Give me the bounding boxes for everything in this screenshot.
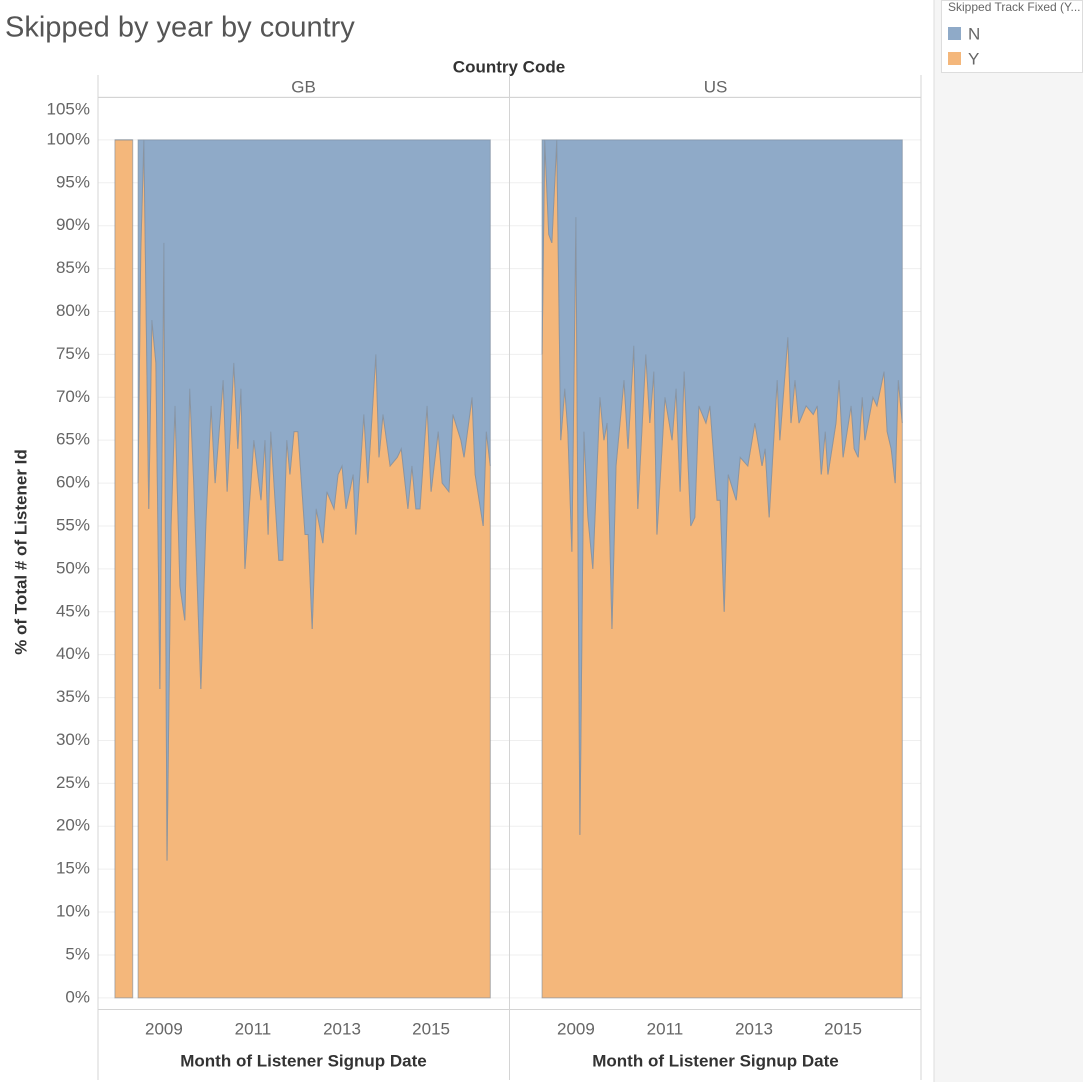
legend-label: Y [968,49,979,68]
x-tick-label: 2013 [323,1019,361,1038]
plots [114,139,903,999]
side-panel [934,0,1083,1082]
y-tick-label: 10% [56,902,90,921]
y-tick-label: 70% [56,387,90,406]
y-tick-label: 25% [56,773,90,792]
y-tick-label: 100% [47,129,90,148]
facet-header: US [704,77,728,96]
y-tick-label: 55% [56,515,90,534]
y-tick-label: 40% [56,644,90,663]
frame [97,75,922,1080]
facet-label: Country Code [453,57,565,76]
y-tick-label: 105% [47,99,90,118]
area-n [541,139,903,835]
legend-label: N [968,24,980,43]
area-n [137,139,491,861]
x-tick-label: 2015 [412,1019,450,1038]
y-tick-label: 95% [56,172,90,191]
facet-header: GB [291,77,316,96]
x-tick-label: 2013 [735,1019,773,1038]
x-tick-label: 2011 [235,1019,272,1038]
y-tick-label: 85% [56,258,90,277]
legend-title: Skipped Track Fixed (Y... [948,0,1081,14]
y-tick-label: 30% [56,730,90,749]
y-tick-label: 15% [56,859,90,878]
y-tick-label: 90% [56,215,90,234]
x-tick-label: 2011 [647,1019,684,1038]
y-tick-label: 35% [56,687,90,706]
y-tick-label: 65% [56,430,90,449]
x-axis-title: Month of Listener Signup Date [592,1051,839,1070]
area-y [114,139,134,999]
y-tick-label: 5% [65,944,90,963]
x-tick-label: 2015 [824,1019,862,1038]
x-tick-label: 2009 [145,1019,183,1038]
y-tick-label: 50% [56,558,90,577]
chart-title: Skipped by year by country [5,12,355,44]
y-tick-label: 80% [56,301,90,320]
x-tick-label: 2009 [557,1019,595,1038]
legend-swatch [948,27,961,40]
legend-box [941,0,1083,73]
y-axis-title: % of Total # of Listener Id [11,449,30,655]
y-tick-label: 0% [65,987,90,1006]
x-axis-title: Month of Listener Signup Date [180,1051,427,1070]
legend-swatch [948,52,961,65]
y-tick-label: 45% [56,601,90,620]
y-tick-label: 75% [56,344,90,363]
y-tick-label: 60% [56,473,90,492]
y-tick-label: 20% [56,816,90,835]
